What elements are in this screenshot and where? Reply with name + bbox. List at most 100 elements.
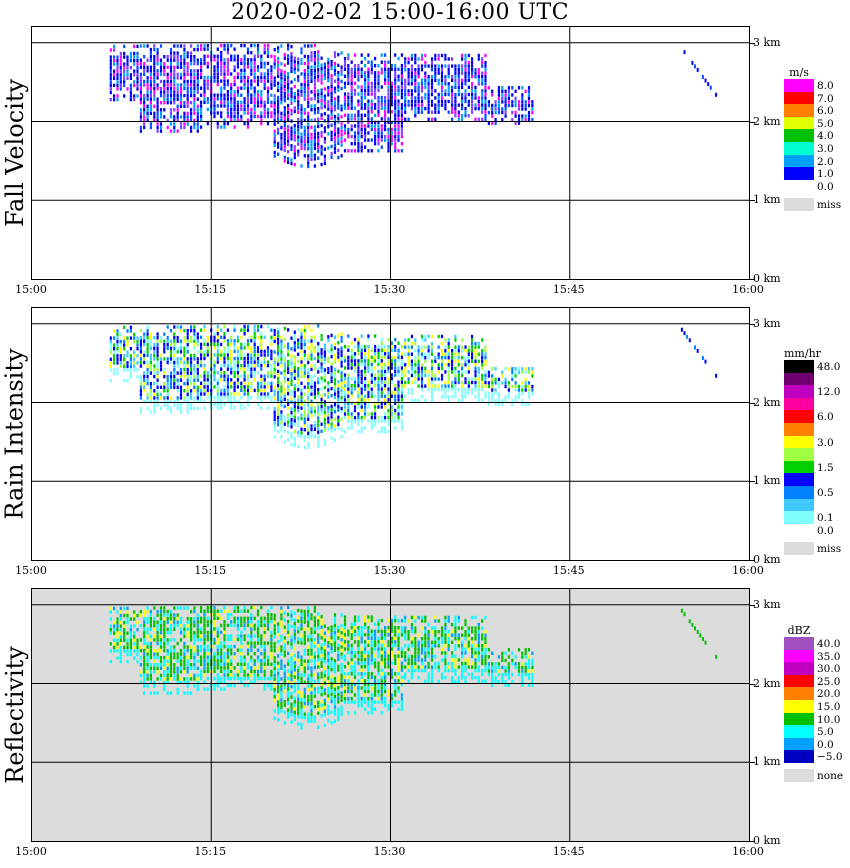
legend-row: 1.0 [784, 167, 846, 180]
legend-row-missing: none [784, 768, 846, 782]
legend-label: 0.0 [817, 180, 834, 193]
legend-row: 15.0 [784, 699, 846, 713]
legend-swatch [784, 91, 814, 105]
legend-label: 2.0 [817, 155, 834, 168]
legend-row: 0.1 [784, 511, 846, 524]
fall-velocity-xtick-label: 16:00 [732, 283, 764, 296]
legend-label: 4.0 [817, 130, 834, 143]
legend-swatch [784, 360, 814, 373]
fall-velocity-xtick-label: 15:15 [194, 283, 227, 296]
legend-swatch [784, 674, 814, 688]
legend-label: 0.0 [817, 524, 834, 537]
legend-label: 35.0 [817, 650, 841, 663]
legend-row [784, 473, 846, 486]
legend-swatch [784, 687, 814, 700]
legend-swatch [784, 129, 814, 142]
fall-velocity-echo-image [32, 27, 749, 279]
rain-intensity-ytick-label: 2 km [753, 395, 781, 409]
legend-label: 3.0 [817, 436, 834, 449]
legend-label: 20.0 [817, 688, 841, 701]
legend-row: 12.0 [784, 385, 846, 398]
legend-label: 12.0 [817, 386, 841, 399]
legend-swatch [784, 637, 814, 650]
legend-label: 8.0 [817, 80, 834, 92]
rain-intensity-xtick-label: 15:30 [373, 564, 406, 577]
legend-swatch [784, 385, 814, 398]
fall-velocity-plot-area [31, 26, 750, 280]
rain-intensity-ytick-mark [750, 560, 755, 561]
legend-swatch [784, 750, 814, 763]
rain-intensity-ytick-label: 3 km [753, 316, 781, 330]
fall-velocity-ytick-mark [750, 121, 755, 123]
legend-row [784, 448, 846, 461]
legend-row [784, 422, 846, 436]
legend-row-missing: miss [784, 198, 846, 211]
fall-velocity-ytick-label: 2 km [753, 114, 781, 128]
fall-velocity-legend-unit: m/s [789, 66, 809, 79]
legend-label: 3.0 [817, 142, 834, 155]
legend-swatch [784, 79, 814, 92]
legend-swatch [784, 699, 814, 713]
fall-velocity-grid [32, 27, 749, 279]
legend-label: 0.5 [817, 486, 834, 499]
legend-label: 48.0 [817, 361, 841, 373]
reflectivity-legend: dBZ 40.0 35.0 30.0 25.0 20.0 15.0 10.0 5.0 0.0 −5.… [784, 624, 846, 782]
legend-row: 8.0 [784, 79, 846, 92]
rain-intensity-xtick-label: 16:00 [732, 564, 764, 577]
legend-swatch [784, 473, 814, 486]
legend-row: 30.0 [784, 662, 846, 675]
legend-label: 7.0 [817, 92, 834, 105]
rain-intensity-ytick-mark [750, 402, 755, 404]
legend-row: 4.0 [784, 129, 846, 142]
reflectivity-xtick-label: 15:45 [552, 845, 585, 858]
fall-velocity-echo-cells [109, 43, 718, 169]
rain-intensity-ytick-mark [750, 323, 755, 325]
legend-swatch [784, 448, 814, 461]
legend-swatch [784, 116, 814, 130]
legend-swatch [784, 485, 814, 499]
legend-label-missing: miss [817, 199, 842, 212]
chart-title: 2020-02-02 15:00-16:00 UTC [230, 0, 570, 25]
legend-label: 0.1 [817, 512, 834, 525]
reflectivity-plot-area [31, 588, 750, 842]
reflectivity-legend-unit: dBZ [787, 624, 811, 637]
legend-row: 6.0 [784, 104, 846, 117]
rain-intensity-xtick-label: 15:00 [15, 564, 47, 577]
legend-row: 20.0 [784, 687, 846, 700]
legend-label: 5.0 [817, 117, 834, 130]
reflectivity-ylabel: Reflectivity [1, 646, 29, 784]
legend-row: 10.0 [784, 712, 846, 726]
reflectivity-ytick-mark [750, 604, 755, 606]
legend-row: −5.0 [784, 750, 846, 763]
reflectivity-ytick-label: 2 km [753, 676, 781, 690]
rain-intensity-echo-cells [109, 324, 718, 450]
fall-velocity-xtick-label: 15:30 [373, 283, 406, 296]
legend-swatch [784, 460, 814, 474]
legend-row: 1.5 [784, 460, 846, 474]
legend-row: 48.0 [784, 360, 846, 373]
legend-row: 0.0 [784, 523, 846, 537]
legend-swatch-missing [784, 542, 814, 555]
rain-intensity-ytick-label: 0 km [753, 553, 781, 566]
fall-velocity-xtick-label: 15:45 [552, 283, 585, 296]
legend-row: 6.0 [784, 410, 846, 423]
legend-label: 1.5 [817, 461, 834, 474]
fall-velocity-ylabel: Fall Velocity [1, 78, 29, 228]
rain-intensity-xtick-label: 15:15 [194, 564, 227, 577]
rain-intensity-legend: mm/hr 48.0 12.0 6.0 3.0 1.5 0.5 0.1 0.0 miss [784, 347, 846, 555]
legend-label: 15.0 [817, 700, 841, 713]
legend-row-missing: miss [784, 542, 846, 555]
legend-label: 6.0 [817, 411, 834, 424]
reflectivity-grid [32, 589, 749, 841]
legend-swatch [784, 523, 814, 537]
legend-swatch [784, 662, 814, 675]
reflectivity-xtick-label: 15:00 [15, 845, 47, 858]
legend-swatch [784, 422, 814, 436]
legend-label: 6.0 [817, 105, 834, 118]
rain-intensity-xtick-label: 15:45 [552, 564, 585, 577]
reflectivity-echo-image [32, 589, 749, 841]
reflectivity-ytick-mark [750, 762, 755, 764]
legend-swatch [784, 104, 814, 117]
legend-swatch [784, 410, 814, 423]
legend-label: 40.0 [817, 638, 841, 650]
